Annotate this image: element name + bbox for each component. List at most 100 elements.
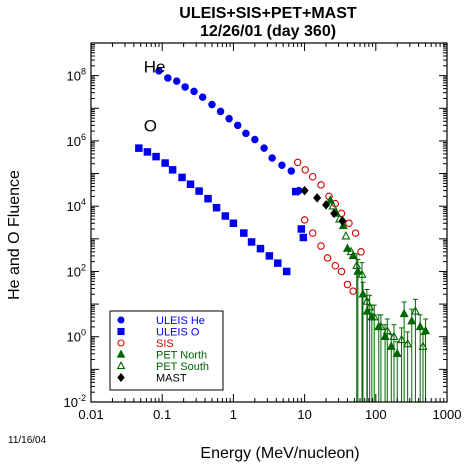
legend-label: ULEIS O [156,327,200,339]
data-point [198,93,207,101]
x-tick-label: 0.1 [153,407,171,422]
data-point [358,289,368,298]
chart-subtitle: 12/26/01 (day 360) [200,23,336,40]
data-point [348,250,358,260]
data-point [362,306,372,315]
data-point [342,243,352,252]
data-point [233,121,242,130]
x-tick-label: 1 [230,407,237,422]
data-point [190,87,198,96]
data-point [278,161,286,169]
data-point [208,100,216,109]
error-bars [354,253,429,402]
data-point [346,246,356,256]
annotation-he: He [144,58,166,77]
data-point [322,200,331,210]
data-point [353,266,363,275]
data-point [300,216,309,224]
legend-label: MAST [156,373,187,385]
data-point [317,242,325,250]
legend-marker [117,316,125,324]
data-point [338,216,347,226]
data-point [325,195,335,204]
data-point [135,144,143,152]
data-point [287,167,296,175]
data-point [317,181,325,189]
data-point [392,348,402,358]
data-point [240,229,248,237]
data-point [349,287,357,295]
y-axis-label: He and O Fluence [6,170,23,300]
data-point [274,259,282,267]
legend-label: PET North [156,350,207,362]
series-mast [300,185,347,226]
data-point [362,296,372,305]
data-point [212,203,221,212]
legend-marker [117,373,125,382]
data-point [221,212,230,220]
data-point [338,220,348,230]
legend-marker [117,339,125,347]
data-point [168,166,177,174]
data-point [418,341,428,350]
data-point [351,229,360,237]
plot-frame [90,42,448,403]
data-point [195,187,203,195]
data-point [382,325,392,335]
y-tick-label: 100 [67,328,86,345]
data-point [380,331,390,340]
data-point [386,341,396,350]
data-point [301,166,309,174]
data-point [155,67,163,75]
data-point [247,238,256,246]
data-point [216,107,225,116]
legend-label: SIS [156,338,174,350]
data-point [345,219,353,227]
data-point [161,159,169,167]
data-point [242,129,250,138]
x-axis-label: Energy (MeV/nucleon) [200,445,359,462]
data-point [181,83,189,91]
x-tick-label: 100 [365,407,387,422]
data-point [256,244,265,253]
data-point [410,306,420,315]
data-point [397,334,407,344]
data-point [376,321,386,331]
data-point [415,321,425,331]
y-tick-labels: 10-2 100 102 104 106 108 [64,67,86,410]
x-tick-label: 0.01 [78,407,103,422]
data-point [323,254,332,262]
data-points [135,67,431,358]
y-tick-label: 108 [67,67,86,84]
data-point [389,331,399,340]
data-point [331,261,340,270]
y-tick-label: 10-2 [64,393,86,410]
data-point [225,114,233,123]
series-pet-south [328,201,428,350]
data-point [178,173,186,182]
data-point [293,158,302,167]
data-point [268,154,276,162]
data-point [399,308,409,318]
data-point [407,315,417,325]
data-point [164,74,172,82]
data-point [297,225,306,233]
data-point [265,252,274,260]
legend-label: ULEIS He [156,315,205,327]
data-point [343,280,352,289]
y-tick-label: 102 [67,262,86,279]
data-point [357,269,367,278]
data-point [421,325,431,335]
legend-label: PET South [156,361,209,373]
legend-marker [116,349,126,358]
series-uleis-he [155,67,303,195]
axis-ticks [90,43,447,403]
data-point [152,152,160,161]
x-tick-label: 10 [297,407,311,422]
legend-marker [116,361,126,370]
data-point [308,172,317,181]
data-point [229,219,238,227]
series-uleis-o [135,144,308,276]
data-point [172,77,181,85]
